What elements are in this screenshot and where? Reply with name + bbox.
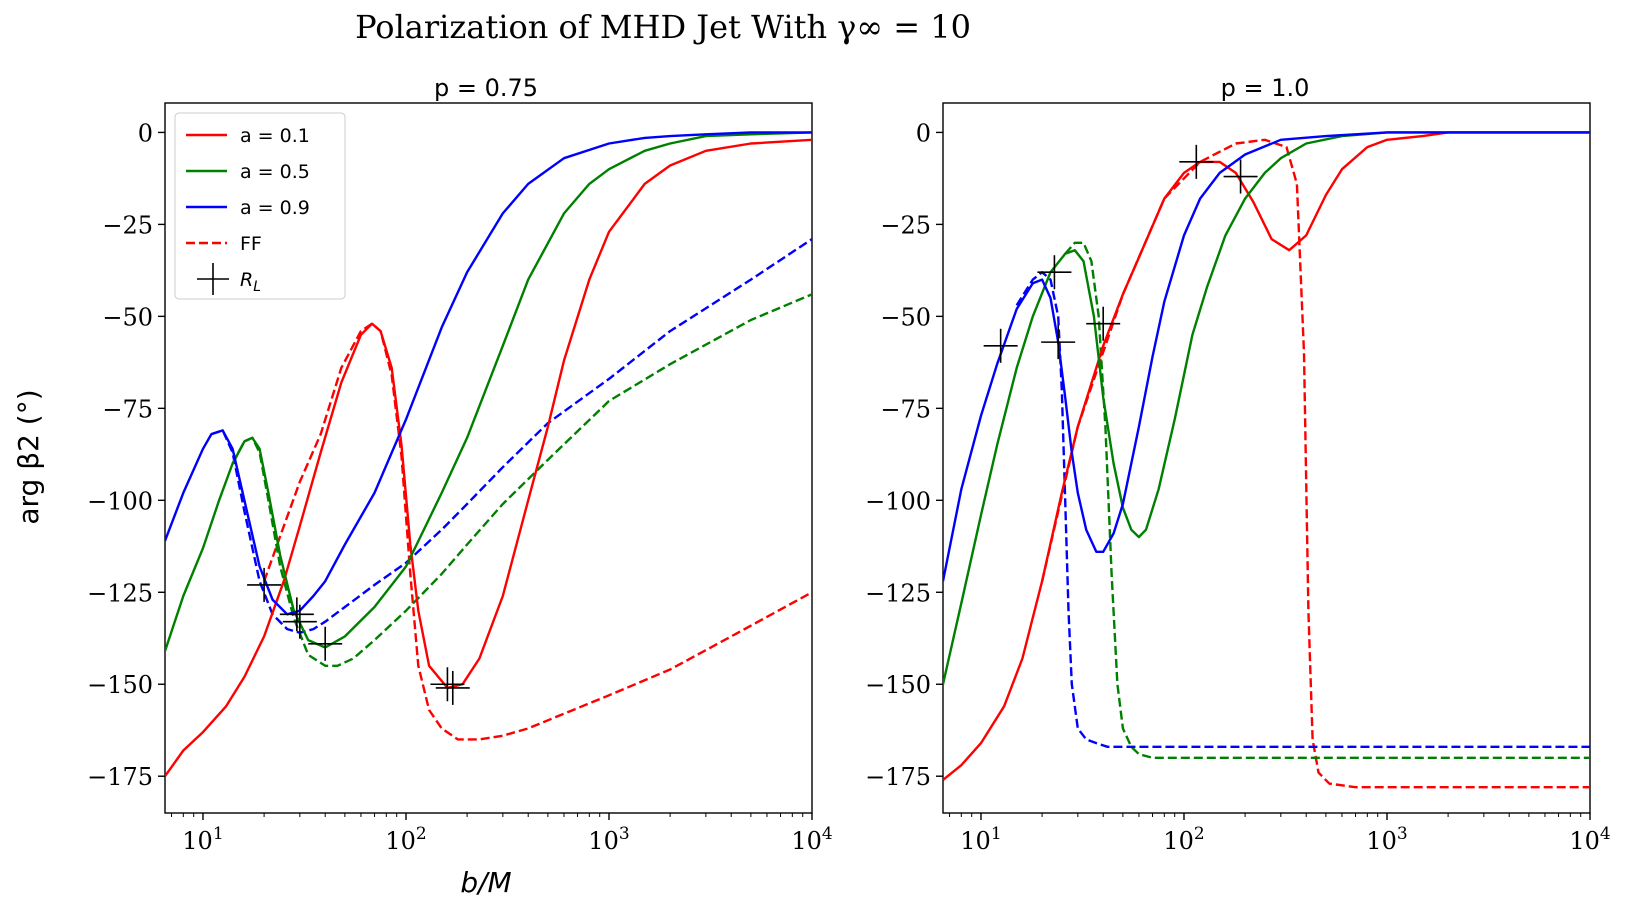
y-tick-label: −150: [87, 671, 153, 699]
x-tick-label: 104: [1569, 824, 1610, 855]
rl-marker: [282, 604, 317, 639]
y-tick-label: −125: [865, 579, 931, 607]
y-tick-label: −100: [87, 487, 153, 515]
x-tick-label: 101: [960, 824, 1001, 855]
y-tick-label: −125: [87, 579, 153, 607]
y-tick-label: −50: [880, 303, 931, 331]
ff-dashed-line: [231, 293, 812, 667]
rl-marker: [1086, 306, 1121, 341]
y-tick-label: 0: [916, 119, 931, 147]
left-markers: [247, 567, 470, 705]
right-series: [943, 131, 1590, 789]
left-plot-frame: [164, 102, 813, 814]
legend-entry: FF: [186, 233, 262, 255]
legend-entry: RL: [197, 263, 261, 295]
legend-label: a = 0.1: [240, 125, 310, 147]
right-panel: p = 1.0 0 −25 −50 −75 −100 −125 −150 −175 101 102…: [865, 74, 1611, 855]
y-tick-label: 0: [138, 119, 153, 147]
ff-dashed-line: [211, 238, 812, 634]
x-tick-label: 103: [1366, 824, 1407, 855]
y-tick-label: −25: [102, 211, 153, 239]
y-tick-label: −75: [880, 395, 931, 423]
figure-title: Polarization of MHD Jet With γ∞ = 10: [355, 8, 971, 46]
rl-marker: [1037, 255, 1072, 290]
rl-marker: [279, 597, 314, 632]
y-tick-label: −50: [102, 303, 153, 331]
series-line: [165, 131, 812, 616]
right-axis-ticks: 0 −25 −50 −75 −100 −125 −150 −175 101 102 103 104: [865, 119, 1611, 855]
x-tick-label: 102: [1163, 824, 1204, 855]
legend-entry: a = 0.5: [186, 161, 310, 183]
legend-label: FF: [240, 233, 262, 255]
legend-entry: a = 0.9: [186, 197, 310, 219]
x-tick-label: 101: [182, 824, 223, 855]
y-tick-label: −100: [865, 487, 931, 515]
x-tick-label: 103: [588, 824, 629, 855]
legend-label: a = 0.9: [240, 197, 310, 219]
rl-marker: [247, 567, 282, 602]
y-tick-label: −175: [865, 763, 931, 791]
right-panel-title: p = 1.0: [1221, 74, 1310, 102]
x-tick-label: 102: [385, 824, 426, 855]
series-line: [943, 131, 1590, 685]
right-plot-frame: [942, 102, 1591, 814]
right-markers: [983, 144, 1258, 363]
left-panel-title: p = 0.75: [434, 74, 538, 102]
legend-label: RL: [240, 269, 261, 295]
rl-marker: [1179, 144, 1214, 179]
series-line: [165, 138, 812, 777]
rl-marker: [435, 670, 470, 705]
rl-marker: [1223, 159, 1258, 194]
y-tick-label: −25: [880, 211, 931, 239]
legend-label: a = 0.5: [240, 161, 310, 183]
left-series: [165, 131, 812, 777]
x-axis-label: b/M: [460, 866, 511, 899]
legend-frame: [174, 112, 346, 300]
ff-dashed-line: [262, 322, 812, 741]
series-line: [165, 131, 812, 652]
y-tick-label: −175: [87, 763, 153, 791]
ff-dashed-line: [1040, 138, 1590, 789]
rl-marker: [983, 328, 1018, 363]
y-tick-label: −150: [865, 671, 931, 699]
x-tick-label: 104: [791, 824, 832, 855]
rl-marker: [430, 667, 465, 702]
y-axis-label: arg β2 (°): [12, 389, 45, 524]
ff-dashed-line: [1015, 271, 1590, 748]
series-line: [943, 131, 1590, 781]
rl-marker: [1041, 325, 1076, 360]
left-panel: p = 0.75 0 −25 −50 −75 −100 −125 −150 −175 101 10…: [87, 74, 833, 855]
ff-dashed-line: [1064, 241, 1590, 759]
left-axis-ticks: 0 −25 −50 −75 −100 −125 −150 −175 101 102 103 104: [87, 119, 833, 855]
y-tick-label: −75: [102, 395, 153, 423]
legend-entry: a = 0.1: [186, 125, 310, 147]
rl-marker: [308, 626, 343, 661]
legend: a = 0.1 a = 0.5 a = 0.9 FF RL: [174, 112, 346, 300]
series-line: [943, 131, 1590, 582]
